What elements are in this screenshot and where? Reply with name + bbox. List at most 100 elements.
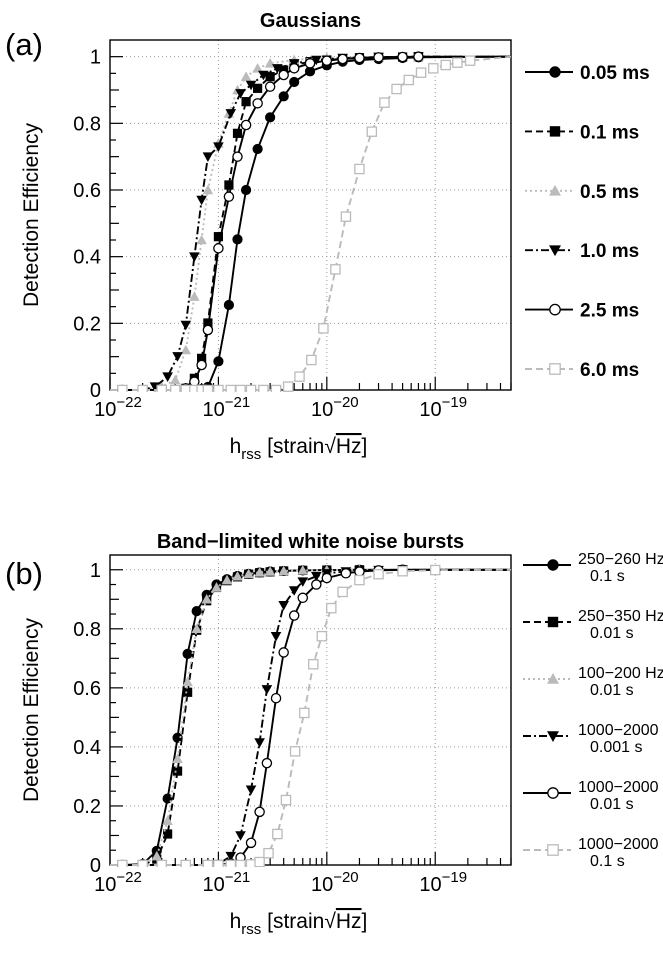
legend-marker: [547, 787, 559, 799]
data-point: [282, 381, 294, 392]
series-6: [110, 55, 511, 392]
data-point: [397, 51, 408, 63]
series-line: [110, 55, 511, 391]
data-point: [340, 568, 352, 579]
y-tick-label: 1: [90, 47, 101, 69]
data-point: [340, 211, 352, 222]
data-point: [429, 564, 441, 576]
data-point: [254, 567, 265, 577]
data-point: [201, 593, 213, 604]
data-point: [373, 52, 384, 63]
legend-entry: 6.0 ms: [525, 360, 639, 381]
data-point: [440, 59, 451, 71]
y-tick-label: 1: [90, 560, 101, 582]
data-point: [354, 574, 365, 586]
data-point: [243, 568, 254, 579]
series-line: [110, 55, 511, 391]
y-tick-label: 0.8: [73, 619, 101, 641]
legend-label: 0.5 ms: [580, 182, 639, 203]
data-point: [172, 766, 183, 776]
data-point: [213, 232, 224, 242]
data-point: [137, 384, 148, 392]
legend-marker: [549, 184, 561, 196]
data-point: [191, 623, 202, 634]
data-point: [196, 234, 207, 245]
data-point: [311, 572, 322, 582]
data-point: [213, 243, 224, 254]
series-6: [110, 564, 511, 867]
data-point: [225, 109, 237, 119]
data-point: [297, 565, 309, 575]
data-point: [223, 299, 235, 311]
data-point: [316, 630, 328, 642]
legend-label: 2.5 ms: [580, 301, 639, 322]
x-tick-label: 10−22: [94, 394, 142, 421]
data-point: [311, 55, 322, 66]
chart-title: Band−limited white noise bursts: [157, 531, 464, 553]
data-point: [182, 676, 193, 687]
legend-marker: [547, 731, 559, 742]
data-point: [240, 119, 252, 131]
data-point: [258, 70, 269, 81]
data-point: [252, 143, 263, 155]
data-point: [304, 58, 316, 69]
data-point: [278, 647, 289, 658]
legend-marker: [549, 126, 561, 137]
data-point: [223, 191, 235, 202]
data-point: [464, 55, 476, 66]
panel-label: (b): [5, 556, 43, 591]
data-point: [321, 55, 333, 66]
y-tick-label: 0.8: [73, 113, 101, 135]
data-point: [354, 566, 365, 577]
legend-entry: 1000−2000 Hz,0.001 s: [523, 722, 663, 756]
data-point: [366, 126, 378, 137]
data-point: [299, 707, 310, 719]
panel-label: (a): [5, 27, 43, 62]
data-point: [235, 831, 246, 841]
data-point: [156, 859, 167, 867]
data-point: [280, 794, 292, 806]
data-point: [137, 859, 148, 867]
data-point: [197, 353, 207, 363]
data-point: [252, 98, 263, 109]
data-point: [196, 359, 207, 371]
legend-entry: 0.1 ms: [525, 122, 639, 143]
data-point: [117, 859, 128, 867]
data-point: [235, 89, 246, 99]
data-point: [452, 57, 463, 68]
data-point: [308, 658, 319, 670]
data-point: [202, 859, 214, 867]
y-tick-label: 0.2: [73, 313, 101, 335]
data-point: [326, 602, 337, 614]
x-tick-label: 10−19: [419, 869, 467, 896]
data-point: [213, 356, 224, 367]
data-point: [264, 566, 276, 576]
legend-marker: [547, 673, 559, 684]
data-point: [202, 184, 214, 195]
data-point: [245, 859, 257, 867]
data-point: [221, 574, 233, 585]
data-point: [311, 579, 322, 590]
legend-label: 1000−2000 Hz,0.1 s: [578, 836, 663, 870]
data-point: [213, 859, 224, 867]
plot-frame: [109, 39, 512, 391]
x-tick-label: 10−20: [311, 394, 359, 421]
legend-entry: 1.0 ms: [525, 241, 639, 262]
data-point: [213, 384, 224, 392]
data-point: [241, 97, 251, 107]
data-point: [288, 586, 300, 596]
data-point: [270, 692, 282, 704]
data-point: [202, 152, 214, 162]
data-point: [224, 180, 234, 190]
data-point: [172, 352, 183, 362]
data-point: [278, 69, 289, 81]
series-5: [110, 51, 511, 392]
x-tick-label: 10−20: [311, 869, 359, 896]
data-point: [252, 63, 263, 73]
data-point: [240, 184, 252, 196]
data-point: [258, 384, 269, 392]
data-point: [245, 837, 257, 849]
data-point: [245, 384, 257, 392]
data-point: [397, 565, 408, 577]
data-point: [265, 72, 275, 82]
